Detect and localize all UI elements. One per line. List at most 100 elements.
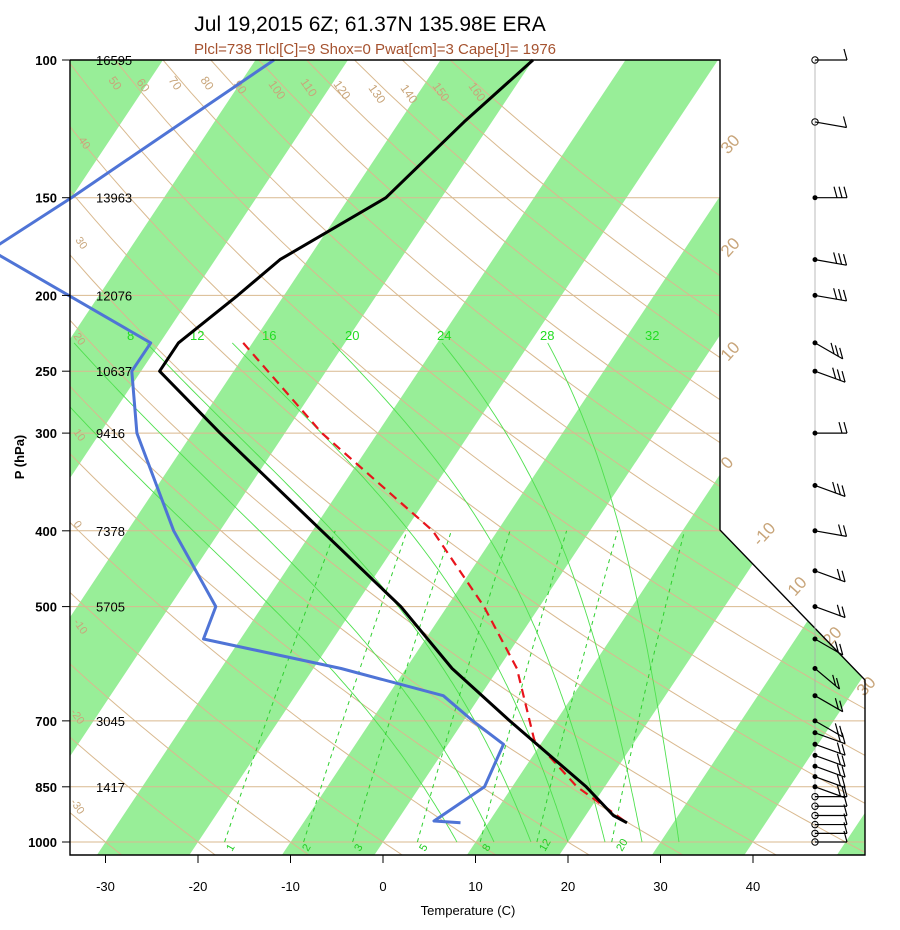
wind-barb-station [812,482,818,488]
wind-barb-flag [833,288,838,300]
wind-barb-staff [814,342,844,360]
wind-barb-flag [843,795,848,807]
isotherm-label: 30 [717,131,744,158]
dry-adiabat-label: 120 [331,78,354,103]
wind-barb-flag [843,421,848,434]
wind-barb-flag [832,367,837,379]
wind-barb-station [811,802,819,810]
parcel-line [242,342,628,824]
height-label: 7378 [96,524,125,539]
y-tick-label: 400 [35,524,57,539]
wind-barb-flag [843,785,848,797]
plot-frame [69,59,866,856]
x-tick-label: 0 [379,879,386,894]
wind-barb-flag [841,732,846,744]
wind-barb-flag [838,421,843,434]
wind-barb-staff [814,765,846,778]
mixing-ratio-label: 20 [614,837,631,854]
wind-barb-station [812,257,818,263]
wind-barb-flag [836,753,841,765]
dry-adiabat [70,60,865,855]
mixing-ratio-line [536,530,619,843]
isotherm-label: 40 [76,135,93,152]
y-tick-label: 100 [35,53,57,68]
wind-barb-flag [832,481,837,494]
wind-barb-flag [836,742,841,754]
dry-adiabat [70,60,865,855]
wind-barb-staff [814,530,847,537]
isotherm-label: 10 [71,427,88,444]
wind-barb-station [812,718,818,724]
moist-adiabat [231,342,569,843]
wind-barb-staff [814,484,846,497]
isotherm-band [639,60,865,855]
wind-barb-station [812,741,818,747]
wind-barb-flag [839,643,844,656]
chart-title: Jul 19,2015 6Z; 61.37N 135.98E ERA [194,13,545,36]
wind-barb-station [812,636,818,642]
y-tick-label: 300 [35,426,57,441]
wind-barb-staff [814,570,846,583]
dry-adiabat [70,60,865,855]
wind-barb-station [811,118,819,126]
height-label: 12076 [96,288,132,303]
y-tick-label: 150 [35,191,57,206]
height-label: 5705 [96,600,125,615]
dry-adiabat-label: 130 [366,82,389,107]
wind-barb-flag [836,730,841,743]
wind-barb-station [812,774,818,780]
dry-adiabat [70,60,812,855]
mixing-ratio-line [611,530,685,843]
wind-barb-flag [839,700,844,712]
wind-barb-flag [843,804,848,816]
dry-adiabat [306,60,865,855]
wind-barb-flag [841,744,846,756]
wind-barb-flag [836,483,841,495]
wind-barb-flag [834,698,839,710]
wind-barb-flag [833,186,838,198]
isotherm-band [70,60,533,855]
dry-adiabat [70,60,432,855]
moist-adiabat [547,342,680,843]
wind-barb-station [812,430,818,436]
wind-barb-flag [841,606,846,618]
wind-barb-station [812,763,818,769]
x-axis-label: Temperature (C) [421,903,516,918]
wind-barb-staff [814,259,847,266]
y-tick-label: 250 [35,364,57,379]
height-label: 9416 [96,426,125,441]
wind-barb-flag [836,764,841,776]
wind-barb-flag [842,116,848,128]
dry-adiabat [70,60,622,855]
wind-barb-flag [834,345,839,357]
wind-barb-flag [841,766,846,778]
y-tick-label: 1000 [28,835,57,850]
x-tick-label: 40 [746,879,760,894]
chart-subtitle: Plcl=738 Tlcl[C]=9 Shox=0 Pwat[cm]=3 Cap… [194,41,556,58]
dry-adiabat [70,60,337,855]
x-tick-label: -10 [281,879,300,894]
isotherm-label: 20 [717,234,744,261]
wind-barb-station [811,811,819,820]
wind-barb-station [812,568,818,574]
x-tick-label: -30 [96,879,115,894]
wind-barb-flag [838,524,843,536]
dry-adiabat-label: 70 [166,74,185,93]
dry-adiabat [401,60,865,855]
moist-adiabat-label: 20 [345,328,359,343]
wind-barb-station [812,730,818,736]
wind-barb-station [812,195,818,201]
height-label: 10637 [96,364,132,379]
wind-barb-staff [814,754,846,767]
mixing-ratio-label: 2 [300,842,313,853]
wind-barb-station [812,784,818,790]
axes: -30 -20 -10 0 10 20 30 401001502002503004005007… [28,53,760,894]
temperature-line [158,58,628,825]
moist-adiabat [146,342,532,843]
moist-adiabat-label: 32 [645,328,659,343]
wind-barb-station [811,838,819,846]
moist-adiabats [70,342,680,843]
moist-adiabat-label: 24 [437,328,451,343]
